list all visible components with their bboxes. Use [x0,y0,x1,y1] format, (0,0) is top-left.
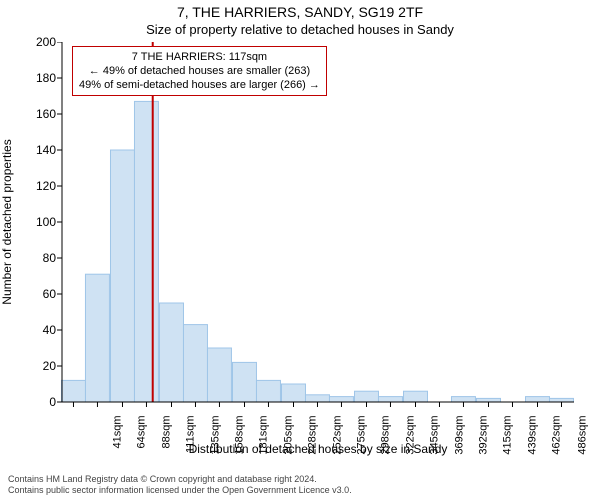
x-tick-label: 275sqm [357,416,368,466]
histogram-svg [56,42,574,408]
x-tick-label: 392sqm [479,416,490,466]
y-tick-label: 140 [16,144,56,156]
y-tick-label: 60 [16,288,56,300]
y-tick-label: 80 [16,252,56,264]
y-tick-label: 120 [16,180,56,192]
y-tick-label: 0 [16,396,56,408]
plot-area [62,42,574,402]
x-tick-label: 158sqm [235,416,246,466]
x-tick-label: 322sqm [406,416,417,466]
annotation-line-2: ← 49% of detached houses are smaller (26… [89,65,310,77]
x-tick-label: 205sqm [284,416,295,466]
y-tick-label: 160 [16,108,56,120]
x-tick-label: 252sqm [333,416,344,466]
footer-attribution: Contains HM Land Registry data © Crown c… [8,474,592,496]
x-tick-label: 64sqm [137,416,148,466]
y-tick-label: 20 [16,360,56,372]
x-tick-label: 41sqm [113,416,124,466]
x-tick-label: 462sqm [552,416,563,466]
x-tick-label: 369sqm [455,416,466,466]
footer-line-2: Contains public sector information licen… [8,485,352,495]
y-tick-label: 200 [16,36,56,48]
x-tick-label: 415sqm [503,416,514,466]
x-tick-label: 345sqm [430,416,441,466]
x-tick-label: 486sqm [577,416,588,466]
x-tick-label: 181sqm [259,416,270,466]
footer-line-1: Contains HM Land Registry data © Crown c… [8,474,317,484]
chart-title-sub: Size of property relative to detached ho… [0,22,600,37]
x-tick-label: 298sqm [381,416,392,466]
annotation-line-3: 49% of semi-detached houses are larger (… [79,79,320,91]
chart-container: 7, THE HARRIERS, SANDY, SG19 2TF Size of… [0,0,600,500]
x-tick-label: 111sqm [186,416,197,466]
y-tick-label: 180 [16,72,56,84]
annotation-box: 7 THE HARRIERS: 117sqm ← 49% of detached … [72,46,327,96]
x-tick-label: 135sqm [211,416,222,466]
x-tick-label: 439sqm [528,416,539,466]
annotation-line-1: 7 THE HARRIERS: 117sqm [132,51,267,63]
x-tick-label: 228sqm [308,416,319,466]
y-tick-label: 100 [16,216,56,228]
y-tick-label: 40 [16,324,56,336]
x-tick-label: 88sqm [162,416,173,466]
chart-title-main: 7, THE HARRIERS, SANDY, SG19 2TF [0,4,600,20]
